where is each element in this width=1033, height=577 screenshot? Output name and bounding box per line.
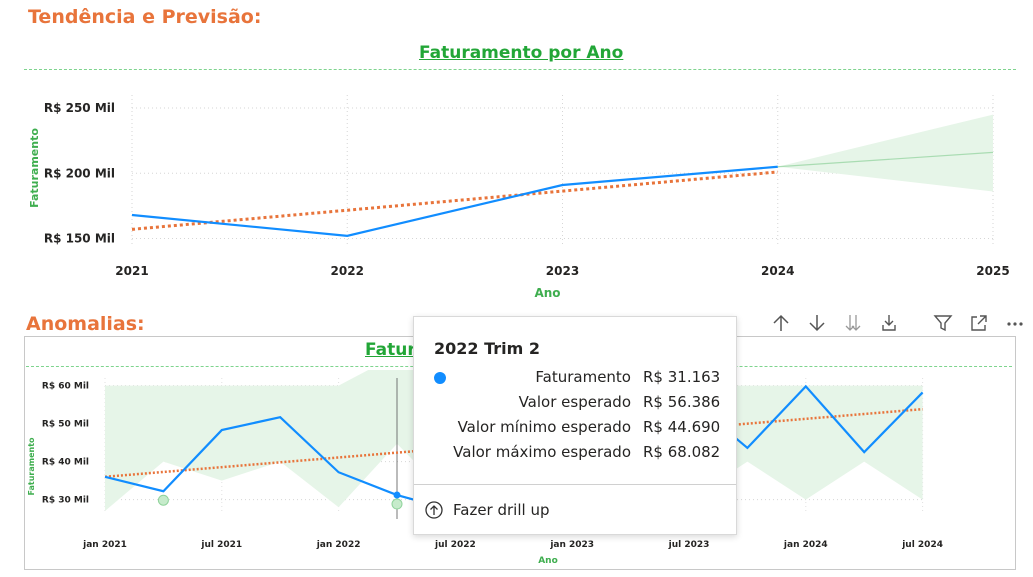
x-tick-label: jul 2022: [434, 540, 476, 550]
series-dot-icon: [434, 372, 446, 384]
tooltip-header: 2022 Trim 2: [434, 339, 541, 358]
data-tooltip: 2022 Trim 2 Faturamento R$ 31.163 Valor …: [413, 316, 737, 535]
x-tick-label: jul 2023: [668, 540, 710, 550]
tooltip-row: Faturamento R$ 31.163: [414, 368, 736, 393]
tooltip-row: Valor mínimo esperado R$ 44.690: [414, 418, 736, 443]
visual-toolbar: [768, 310, 1028, 336]
x-tick-label: 2023: [546, 264, 579, 278]
tooltip-label: Valor esperado: [518, 393, 631, 411]
y-tick-label: R$ 40 Mil: [42, 458, 89, 468]
drill-up-icon: [425, 501, 443, 519]
y-axis-title: Faturamento: [28, 128, 41, 208]
series-line-faturamento: [131, 165, 778, 237]
annual-revenue-chart[interactable]: R$ 150 Mil R$ 200 Mil R$ 250 Mil 2021 2022 20…: [0, 75, 1033, 305]
y-axis-title: Faturamento: [27, 437, 36, 496]
x-tick-label: jul 2024: [901, 540, 943, 550]
anomaly-marker: [157, 494, 169, 506]
tooltip-divider: [414, 484, 736, 485]
anomaly-marker: [391, 498, 403, 510]
x-tick-label: 2024: [761, 264, 794, 278]
trend-line: [104, 407, 923, 479]
tooltip-label: Faturamento: [535, 368, 631, 386]
x-axis-title: Ano: [534, 286, 560, 300]
drill-up-action[interactable]: Fazer drill up: [424, 500, 549, 520]
tooltip-value: R$ 56.386: [643, 393, 721, 411]
double-arrow-down-icon[interactable]: [840, 311, 866, 335]
chart-title-annual: Faturamento por Ano: [419, 43, 624, 63]
y-tick-label: R$ 250 Mil: [44, 101, 115, 115]
y-tick-label: R$ 50 Mil: [42, 420, 89, 430]
tooltip-value: R$ 68.082: [643, 443, 721, 461]
title-divider: [24, 69, 1016, 70]
x-tick-label: 2025: [976, 264, 1009, 278]
x-tick-label: jan 2024: [783, 540, 828, 550]
y-tick-label: R$ 30 Mil: [42, 496, 89, 506]
forecast-band: [777, 114, 993, 192]
trend-line: [131, 170, 778, 231]
y-tick-label: R$ 60 Mil: [42, 382, 89, 392]
tooltip-row: Valor esperado R$ 56.386: [414, 393, 736, 418]
x-axis-title: Ano: [538, 556, 558, 566]
y-tick-label: R$ 150 Mil: [44, 231, 115, 245]
x-tick-label: jan 2023: [549, 540, 594, 550]
tooltip-row: Valor máximo esperado R$ 68.082: [414, 443, 736, 468]
more-options-icon[interactable]: [1002, 311, 1028, 335]
focus-mode-icon[interactable]: [966, 311, 992, 335]
section-title-anomalies: Anomalias:: [26, 313, 153, 335]
x-tick-label: jan 2022: [316, 540, 361, 550]
tooltip-label: Valor mínimo esperado: [457, 418, 631, 436]
x-tick-label: 2022: [331, 264, 364, 278]
y-tick-label: R$ 200 Mil: [44, 166, 115, 180]
arrow-up-icon[interactable]: [768, 311, 794, 335]
section-title-trend: Tendência e Previsão:: [28, 6, 262, 28]
forecast-line: [777, 151, 994, 168]
x-tick-label: jan 2021: [82, 540, 127, 550]
drill-up-label: Fazer drill up: [453, 501, 550, 519]
tooltip-label: Valor máximo esperado: [453, 443, 631, 461]
arrow-down-icon[interactable]: [804, 311, 830, 335]
tooltip-value: R$ 31.163: [643, 368, 721, 386]
x-tick-label: jul 2021: [200, 540, 242, 550]
expand-hierarchy-icon[interactable]: [876, 311, 902, 335]
x-tick-label: 2021: [115, 264, 148, 278]
tooltip-value: R$ 44.690: [643, 418, 721, 436]
filter-icon[interactable]: [930, 311, 956, 335]
selected-point: [393, 491, 401, 499]
